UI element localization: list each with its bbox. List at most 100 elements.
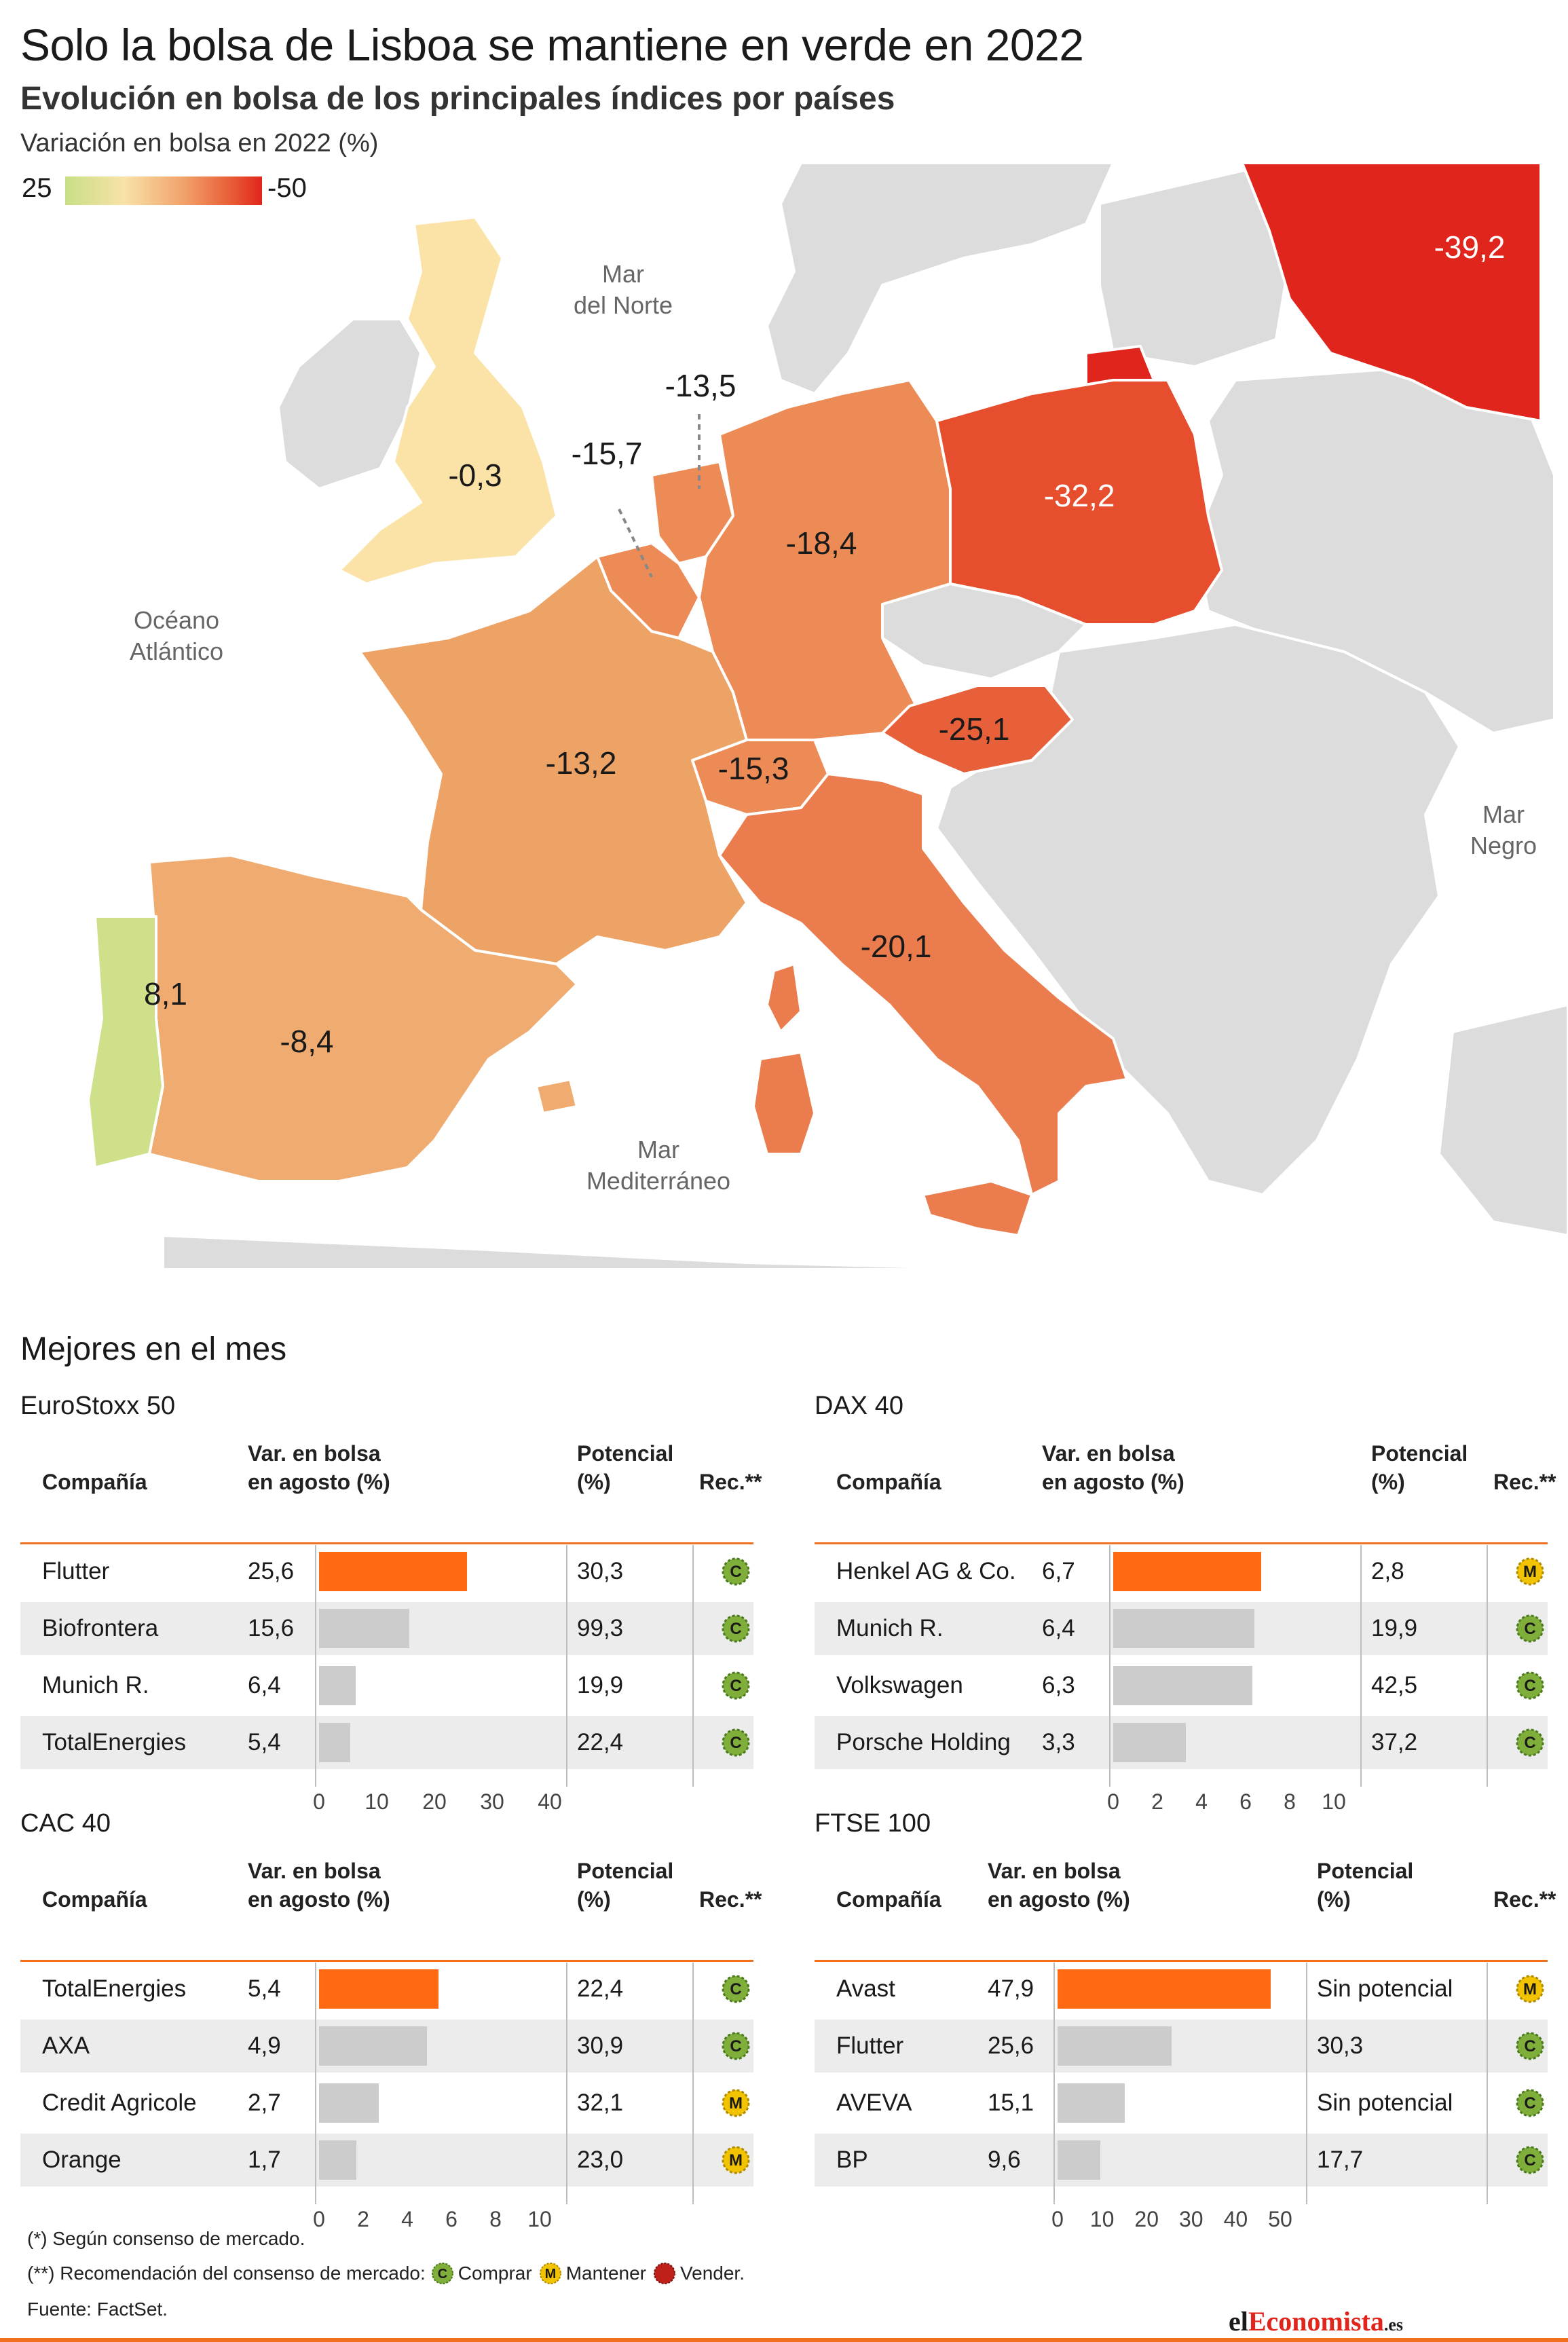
buy-badge-icon: C xyxy=(721,1671,751,1704)
var-value: 6,7 xyxy=(1042,1558,1075,1584)
page-title: Solo la bolsa de Lisboa se mantiene en v… xyxy=(20,20,1084,70)
var-bar xyxy=(1058,2140,1100,2180)
var-value: 1,7 xyxy=(248,2146,281,2173)
axis-tick-label: 0 xyxy=(1051,2207,1064,2231)
header-potential: Potencial (%) xyxy=(577,1441,674,1494)
var-value: 15,6 xyxy=(248,1615,295,1641)
austria-shape xyxy=(881,684,1074,775)
buy-badge-icon: C xyxy=(721,1728,751,1761)
svg-text:M: M xyxy=(1523,1563,1537,1581)
leader-line-belgium xyxy=(618,508,653,578)
header-rule xyxy=(20,1542,753,1544)
potential-value: 22,4 xyxy=(577,1975,624,2002)
svg-text:C: C xyxy=(730,1563,741,1581)
value-italy: -20,1 xyxy=(861,929,932,964)
svg-text:C: C xyxy=(730,2037,741,2056)
map-label: Variación en bolsa en 2022 (%) xyxy=(20,129,379,157)
company-name: Flutter xyxy=(836,2032,904,2059)
company-name: Avast xyxy=(836,1975,895,2002)
column-divider xyxy=(1487,1545,1488,1787)
axis-tick-label: 10 xyxy=(527,2207,552,2231)
var-value: 9,6 xyxy=(988,2146,1021,2173)
header-company: Compañía xyxy=(42,1887,147,1912)
buy-badge-icon: C xyxy=(721,1614,751,1647)
var-bar xyxy=(319,1552,467,1591)
var-value: 6,3 xyxy=(1042,1672,1075,1698)
var-value: 6,4 xyxy=(248,1672,281,1698)
potential-value: 37,2 xyxy=(1371,1729,1418,1755)
italy-shape xyxy=(718,773,1128,1196)
var-value: 3,3 xyxy=(1042,1729,1075,1755)
header-potential: Potencial (%) xyxy=(1317,1859,1414,1912)
company-name: TotalEnergies xyxy=(42,1975,187,2002)
axis-tick-label: 8 xyxy=(1284,1789,1296,1814)
potential-value: 19,9 xyxy=(1371,1615,1418,1641)
company-name: Munich R. xyxy=(836,1615,944,1641)
value-portugal: 8,1 xyxy=(144,976,187,1011)
company-name: Biofrontera xyxy=(42,1615,159,1641)
company-name: AXA xyxy=(42,2032,90,2059)
sea-oceano-1: Océano xyxy=(134,606,219,634)
buy-badge-icon: C xyxy=(431,2263,453,2284)
axis-tick-label: 4 xyxy=(401,2207,413,2231)
page-subtitle: Evolución en bolsa de los principales ín… xyxy=(20,81,895,117)
var-bar xyxy=(319,2026,428,2066)
company-name: Porsche Holding xyxy=(836,1729,1011,1755)
sell-badge-icon xyxy=(654,2263,675,2284)
potential-value: 32,1 xyxy=(577,2089,624,2116)
svg-text:M: M xyxy=(1523,1980,1537,1999)
axis-tick-label: 6 xyxy=(1239,1789,1252,1814)
var-bar xyxy=(1113,1552,1261,1591)
header-var: Var. en bolsa en agosto (%) xyxy=(1042,1441,1184,1494)
value-uk: -0,3 xyxy=(448,458,502,493)
svg-text:C: C xyxy=(1524,1620,1535,1638)
potential-value: 30,3 xyxy=(1317,2032,1364,2059)
table-row: Credit Agricole 2,7 32,1 M xyxy=(20,2077,753,2130)
buy-badge-icon: C xyxy=(1515,2088,1545,2121)
logo-part2: Economista xyxy=(1248,2306,1384,2337)
var-bar xyxy=(319,1666,356,1705)
header-company: Compañía xyxy=(42,1470,147,1494)
table-row: Munich R. 6,4 19,9 C xyxy=(815,1602,1548,1655)
uk-shape xyxy=(338,216,558,585)
axis-tick-label: 40 xyxy=(1223,2207,1248,2231)
brand-logo: elEconomista.es xyxy=(1229,2305,1403,2337)
column-divider xyxy=(692,1545,694,1787)
value-poland: -32,2 xyxy=(1044,478,1115,513)
company-name: BP xyxy=(836,2146,868,2173)
sea-med-1: Mar xyxy=(637,1136,679,1164)
header-company: Compañía xyxy=(836,1887,941,1912)
sea-med-2: Mediterráneo xyxy=(586,1167,730,1195)
table-row: Henkel AG & Co. 6,7 2,8 M xyxy=(815,1545,1548,1598)
axis-tick-label: 40 xyxy=(538,1789,562,1814)
svg-text:C: C xyxy=(1524,1734,1535,1752)
bar-axis: 0 10 20 30 40 xyxy=(313,1783,562,1821)
column-divider xyxy=(1306,1963,1307,2204)
sicily-shape xyxy=(922,1180,1033,1237)
table-row: BP 9,6 17,7 C xyxy=(815,2134,1548,2187)
svg-text:M: M xyxy=(729,2151,743,2170)
axis-tick-label: 0 xyxy=(313,1789,325,1814)
portugal-shape xyxy=(87,915,164,1169)
axis-tick-label: 2 xyxy=(1151,1789,1163,1814)
header-company: Compañía xyxy=(836,1470,941,1494)
source-note: Fuente: FactSet. xyxy=(27,2299,168,2320)
company-name: Flutter xyxy=(42,1558,110,1584)
var-bar xyxy=(319,1969,438,2009)
ireland-shape xyxy=(277,318,422,490)
note-buy: Comprar xyxy=(458,2263,532,2284)
axis-tick-label: 10 xyxy=(365,1789,389,1814)
header-potential: Potencial (%) xyxy=(577,1859,674,1912)
note-hold: Mantener xyxy=(565,2263,646,2284)
bar-axis: 0 10 20 30 40 50 xyxy=(1051,2200,1292,2238)
buy-badge-icon: C xyxy=(1515,1671,1545,1704)
note-sell: Vender. xyxy=(680,2263,745,2284)
var-bar xyxy=(1058,2026,1172,2066)
var-bar xyxy=(319,2140,357,2180)
var-bar xyxy=(319,1723,350,1762)
column-divider xyxy=(1487,1963,1488,2204)
header-rec: Rec.** xyxy=(699,1470,762,1494)
note-1: (*) Según consenso de mercado. xyxy=(27,2228,305,2249)
svg-text:C: C xyxy=(730,1620,741,1638)
potential-value: 2,8 xyxy=(1371,1558,1404,1584)
